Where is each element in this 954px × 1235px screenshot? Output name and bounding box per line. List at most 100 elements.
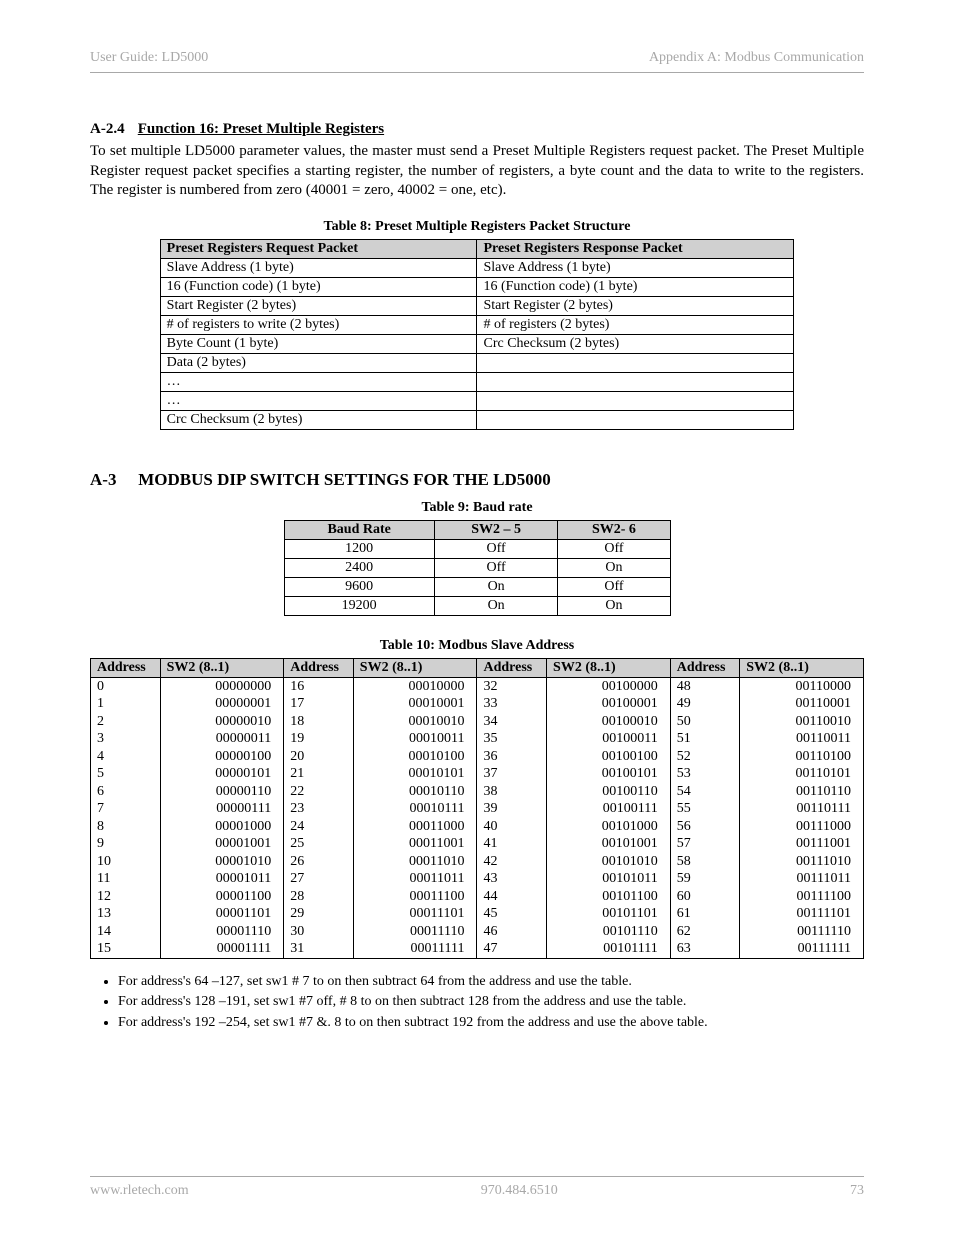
table-cell: 00010100 — [353, 748, 477, 766]
table-cell: Slave Address (1 byte) — [160, 258, 477, 277]
table-cell: 00100000 — [547, 677, 671, 695]
table-cell: 8 — [91, 818, 161, 836]
table-cell: 43 — [477, 870, 547, 888]
table-cell: 7 — [91, 800, 161, 818]
table-row: 1200001100280001110044001011006000111100 — [91, 888, 864, 906]
table-cell: 63 — [670, 940, 740, 958]
table-cell: 00111001 — [740, 835, 864, 853]
table-cell: 00101101 — [547, 905, 671, 923]
table-cell: 47 — [477, 940, 547, 958]
table9-header-0: Baud Rate — [284, 520, 434, 539]
table-cell: 00101110 — [547, 923, 671, 941]
table-cell: 00001010 — [160, 853, 284, 871]
table-cell: 38 — [477, 783, 547, 801]
table-row: … — [160, 391, 794, 410]
table-row: 1500001111310001111147001011116300111111 — [91, 940, 864, 958]
header-right: Appendix A: Modbus Communication — [649, 50, 864, 66]
table-cell: On — [434, 596, 558, 615]
table-row: Start Register (2 bytes)Start Register (… — [160, 296, 794, 315]
table-cell: 00111111 — [740, 940, 864, 958]
table-cell: 58 — [670, 853, 740, 871]
table10-header-0: Address — [91, 658, 161, 677]
table-cell: 50 — [670, 713, 740, 731]
table-cell: 00110000 — [740, 677, 864, 695]
table-cell: 00011011 — [353, 870, 477, 888]
table-cell: Data (2 bytes) — [160, 353, 477, 372]
section-a3-title: MODBUS DIP SWITCH SETTINGS FOR THE LD500… — [138, 470, 551, 489]
table-cell: Start Register (2 bytes) — [477, 296, 794, 315]
table-cell: 00001100 — [160, 888, 284, 906]
table-cell: 00001110 — [160, 923, 284, 941]
table-cell: 48 — [670, 677, 740, 695]
table-cell: On — [434, 577, 558, 596]
table-cell: 00110010 — [740, 713, 864, 731]
table-cell: # of registers to write (2 bytes) — [160, 315, 477, 334]
table-row: 300000011190001001135001000115100110011 — [91, 730, 864, 748]
header-left: User Guide: LD5000 — [90, 50, 208, 66]
table-cell: 00110001 — [740, 695, 864, 713]
table-row: 16 (Function code) (1 byte)16 (Function … — [160, 277, 794, 296]
table-cell: 00101010 — [547, 853, 671, 871]
table-row: # of registers to write (2 bytes)# of re… — [160, 315, 794, 334]
table-cell: Off — [558, 539, 670, 558]
table-cell: 16 — [284, 677, 354, 695]
table-cell: 00100110 — [547, 783, 671, 801]
table10-header-6: Address — [670, 658, 740, 677]
table-cell: 00101100 — [547, 888, 671, 906]
table-cell: 00110100 — [740, 748, 864, 766]
table-cell: 00001000 — [160, 818, 284, 836]
table-cell: 00011110 — [353, 923, 477, 941]
table-cell: 45 — [477, 905, 547, 923]
table-cell: 40 — [477, 818, 547, 836]
table-cell: 17 — [284, 695, 354, 713]
table-cell: 33 — [477, 695, 547, 713]
table-cell: 00100100 — [547, 748, 671, 766]
table-cell: 00101000 — [547, 818, 671, 836]
table-cell: 00000000 — [160, 677, 284, 695]
note-item: For address's 128 –191, set sw1 #7 off, … — [118, 993, 864, 1012]
table-cell: 00011001 — [353, 835, 477, 853]
table-cell: Crc Checksum (2 bytes) — [160, 410, 477, 429]
table-cell: 21 — [284, 765, 354, 783]
section-a24-body: To set multiple LD5000 parameter values,… — [90, 142, 864, 201]
table-cell: 00001111 — [160, 940, 284, 958]
table-cell: 4 — [91, 748, 161, 766]
table-cell: 00010011 — [353, 730, 477, 748]
table-cell: 30 — [284, 923, 354, 941]
table-row: 700000111230001011139001001115500110111 — [91, 800, 864, 818]
table-cell: 25 — [284, 835, 354, 853]
table-cell: 29 — [284, 905, 354, 923]
table10-header-5: SW2 (8..1) — [547, 658, 671, 677]
table-cell: 19200 — [284, 596, 434, 615]
table-row: 1300001101290001110145001011016100111101 — [91, 905, 864, 923]
section-a24-heading: A-2.4 Function 16: Preset Multiple Regis… — [90, 121, 864, 138]
table-cell: 60 — [670, 888, 740, 906]
table-cell: 00000101 — [160, 765, 284, 783]
table-cell: Off — [558, 577, 670, 596]
table10-caption: Table 10: Modbus Slave Address — [90, 638, 864, 654]
table8-header-0: Preset Registers Request Packet — [160, 239, 477, 258]
table-cell: 00010010 — [353, 713, 477, 731]
table-cell: 1200 — [284, 539, 434, 558]
table-cell: 55 — [670, 800, 740, 818]
table-cell: 54 — [670, 783, 740, 801]
table-cell: 14 — [91, 923, 161, 941]
table-cell: 00000001 — [160, 695, 284, 713]
table-cell: 00000110 — [160, 783, 284, 801]
footer-left: www.rletech.com — [90, 1183, 189, 1199]
table-cell: 10 — [91, 853, 161, 871]
table-row: 1200OffOff — [284, 539, 670, 558]
section-a24-num: A-2.4 — [90, 121, 134, 138]
table-row: 500000101210001010137001001015300110101 — [91, 765, 864, 783]
table-cell: 00011101 — [353, 905, 477, 923]
table-cell: 00111000 — [740, 818, 864, 836]
table-cell: 5 — [91, 765, 161, 783]
table-cell: 22 — [284, 783, 354, 801]
table-cell: 62 — [670, 923, 740, 941]
table-cell: 46 — [477, 923, 547, 941]
table-row: 600000110220001011038001001105400110110 — [91, 783, 864, 801]
table-row: … — [160, 372, 794, 391]
table10-header-4: Address — [477, 658, 547, 677]
table-cell: Start Register (2 bytes) — [160, 296, 477, 315]
table-cell: 00110011 — [740, 730, 864, 748]
